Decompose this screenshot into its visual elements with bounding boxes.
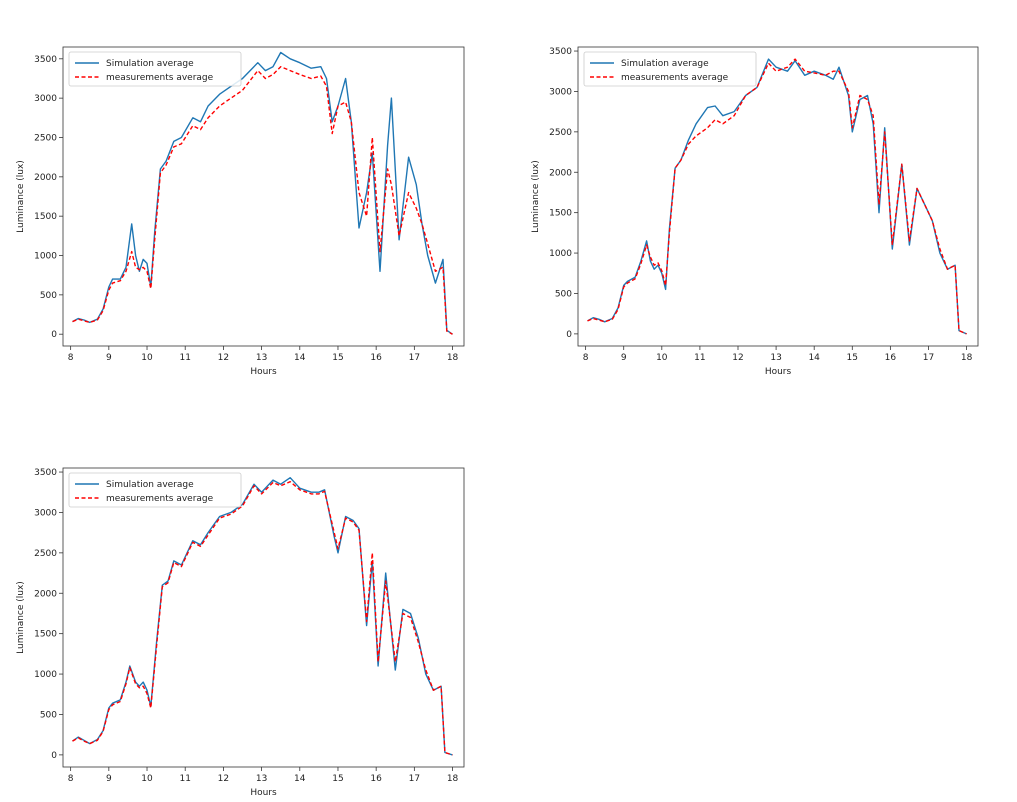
legend: Simulation average measurements average xyxy=(583,51,757,87)
y-tick-label: 3500 xyxy=(34,468,57,478)
y-tick-label: 1000 xyxy=(34,252,57,262)
y-tick-label: 2000 xyxy=(34,173,57,183)
x-tick-label: 9 xyxy=(106,353,112,363)
series-line-measurements xyxy=(72,66,453,335)
x-axis-label: Hours xyxy=(250,788,277,798)
y-tick-label: 3500 xyxy=(549,47,572,57)
series-line-simulation xyxy=(72,51,453,335)
y-tick-label: 1000 xyxy=(34,670,57,680)
x-tick-label: 10 xyxy=(141,774,153,784)
legend-box xyxy=(68,51,242,87)
legend-entry: Simulation average xyxy=(621,59,709,69)
x-tick-label: 13 xyxy=(770,353,781,363)
x-axis-label: Hours xyxy=(765,367,792,377)
legend: Simulation average measurements average xyxy=(68,51,242,87)
legend-entry: measurements average xyxy=(106,494,214,504)
y-tick-label: 1000 xyxy=(549,249,572,259)
chart-3: 8 9 10 11 12 13 14 15 16 17 18 0 500 1000 1500 2000 2500… xyxy=(16,467,465,798)
x-tick-label: 12 xyxy=(732,353,743,363)
series-line-measurements xyxy=(72,481,453,756)
x-tick-label: 15 xyxy=(332,774,343,784)
legend-entry: Simulation average xyxy=(106,480,194,490)
chart-2: 8 9 10 11 12 13 14 15 16 17 18 0 500 1000 1500 2000 2500… xyxy=(531,46,979,377)
y-tick-label: 1500 xyxy=(34,630,57,640)
x-tick-label: 18 xyxy=(447,774,459,784)
y-tick-label: 0 xyxy=(566,330,572,340)
x-tick-label: 11 xyxy=(179,353,190,363)
y-tick-label: 2000 xyxy=(34,589,57,599)
x-tick-label: 12 xyxy=(218,353,229,363)
y-tick-label: 2500 xyxy=(549,128,572,138)
x-tick-label: 11 xyxy=(694,353,705,363)
x-tick-label: 13 xyxy=(256,353,267,363)
plot-frame xyxy=(577,46,979,347)
x-tick-label: 17 xyxy=(409,774,420,784)
x-tick-label: 9 xyxy=(106,774,112,784)
chart-1: 8 9 10 11 12 13 14 15 16 17 18 0 500 1000 1500 2000 2500… xyxy=(16,46,465,377)
y-tick-label: 1500 xyxy=(549,209,572,219)
x-tick-label: 16 xyxy=(885,353,897,363)
y-tick-label: 0 xyxy=(51,330,57,340)
x-tick-label: 15 xyxy=(847,353,858,363)
x-tick-label: 8 xyxy=(583,353,589,363)
legend-box xyxy=(583,51,757,87)
y-tick-label: 3500 xyxy=(34,55,57,65)
legend-box xyxy=(68,472,242,508)
x-tick-label: 15 xyxy=(332,353,343,363)
series-line-measurements xyxy=(587,58,967,335)
legend-entry: measurements average xyxy=(106,73,214,83)
x-tick-label: 14 xyxy=(294,774,306,784)
x-tick-label: 10 xyxy=(656,353,668,363)
x-tick-label: 16 xyxy=(370,774,382,784)
x-tick-label: 17 xyxy=(409,353,420,363)
y-tick-label: 500 xyxy=(555,289,572,299)
x-tick-label: 10 xyxy=(141,353,153,363)
x-tick-label: 18 xyxy=(447,353,459,363)
y-tick-label: 3000 xyxy=(549,87,572,97)
legend-entry: measurements average xyxy=(621,73,729,83)
x-tick-label: 11 xyxy=(179,774,190,784)
legend: Simulation average measurements average xyxy=(68,472,242,508)
y-tick-label: 500 xyxy=(40,291,57,301)
y-axis-label: Luminance (lux) xyxy=(531,160,541,233)
y-tick-label: 3000 xyxy=(34,94,57,104)
y-tick-label: 3000 xyxy=(34,508,57,518)
y-tick-label: 2000 xyxy=(549,168,572,178)
y-tick-label: 2500 xyxy=(34,133,57,143)
x-tick-label: 8 xyxy=(68,774,74,784)
x-tick-label: 9 xyxy=(621,353,627,363)
y-tick-label: 0 xyxy=(51,751,57,761)
x-tick-label: 14 xyxy=(294,353,306,363)
x-tick-label: 18 xyxy=(961,353,973,363)
y-axis-label: Luminance (lux) xyxy=(16,160,26,233)
x-tick-label: 14 xyxy=(808,353,820,363)
y-tick-label: 2500 xyxy=(34,549,57,559)
x-tick-label: 16 xyxy=(370,353,382,363)
legend-entry: Simulation average xyxy=(106,59,194,69)
y-tick-label: 500 xyxy=(40,710,57,720)
x-tick-label: 8 xyxy=(68,353,74,363)
x-tick-label: 13 xyxy=(256,774,267,784)
x-tick-label: 12 xyxy=(218,774,229,784)
x-axis-label: Hours xyxy=(250,367,277,377)
y-axis-label: Luminance (lux) xyxy=(16,581,26,654)
plot-frame xyxy=(62,467,465,768)
y-tick-label: 1500 xyxy=(34,212,57,222)
x-tick-label: 17 xyxy=(923,353,934,363)
